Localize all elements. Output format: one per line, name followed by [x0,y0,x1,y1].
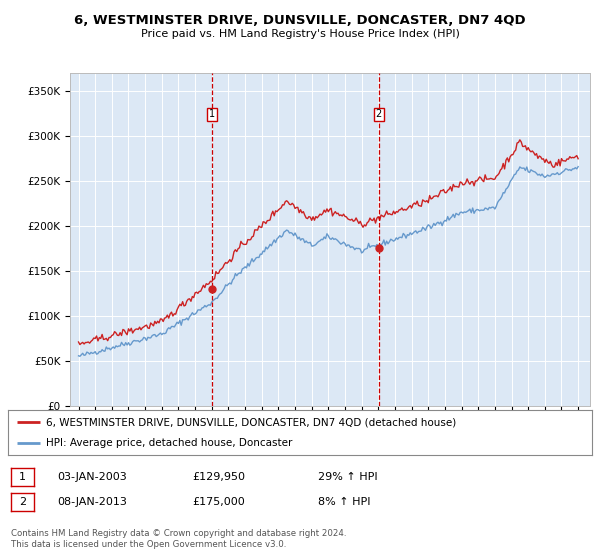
Text: 2: 2 [19,497,26,507]
Text: Contains HM Land Registry data © Crown copyright and database right 2024.
This d: Contains HM Land Registry data © Crown c… [11,529,346,549]
Text: 6, WESTMINSTER DRIVE, DUNSVILLE, DONCASTER, DN7 4QD: 6, WESTMINSTER DRIVE, DUNSVILLE, DONCAST… [74,14,526,27]
Text: 2: 2 [376,109,382,119]
Text: 1: 1 [19,472,26,482]
Text: 03-JAN-2003: 03-JAN-2003 [57,472,127,482]
Text: 6, WESTMINSTER DRIVE, DUNSVILLE, DONCASTER, DN7 4QD (detached house): 6, WESTMINSTER DRIVE, DUNSVILLE, DONCAST… [46,417,456,427]
Text: 08-JAN-2013: 08-JAN-2013 [57,497,127,507]
Text: HPI: Average price, detached house, Doncaster: HPI: Average price, detached house, Donc… [46,437,292,447]
Text: 29% ↑ HPI: 29% ↑ HPI [318,472,377,482]
Text: 8% ↑ HPI: 8% ↑ HPI [318,497,371,507]
Text: £175,000: £175,000 [192,497,245,507]
Text: Price paid vs. HM Land Registry's House Price Index (HPI): Price paid vs. HM Land Registry's House … [140,29,460,39]
Text: 1: 1 [209,109,215,119]
Text: £129,950: £129,950 [192,472,245,482]
